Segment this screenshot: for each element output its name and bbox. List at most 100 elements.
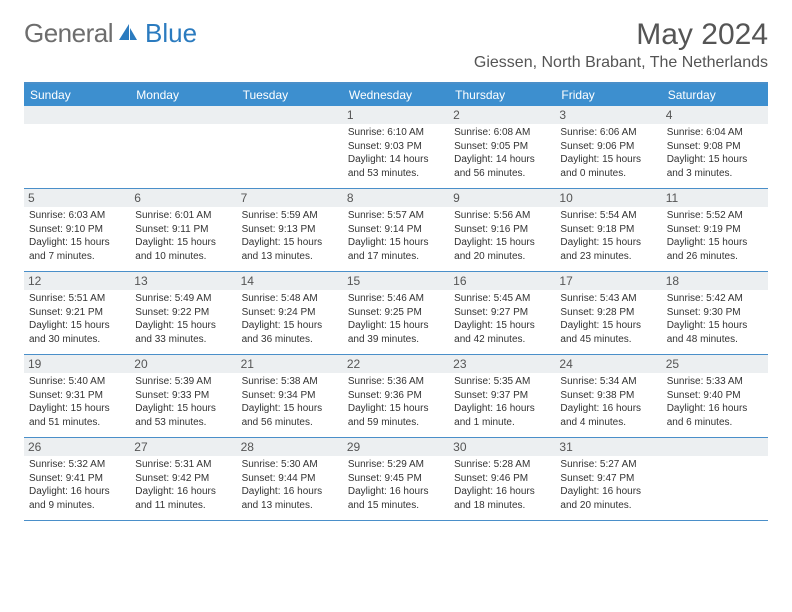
day-info: Sunrise: 6:03 AMSunset: 9:10 PMDaylight:… xyxy=(29,209,125,263)
day-number: 15 xyxy=(343,272,449,290)
weekday-label: Wednesday xyxy=(343,84,449,106)
daylight-text: Daylight: 15 hours and 3 minutes. xyxy=(667,153,763,180)
day-number: 6 xyxy=(130,189,236,207)
day-cell: 19Sunrise: 5:40 AMSunset: 9:31 PMDayligh… xyxy=(24,355,130,437)
day-number: 30 xyxy=(449,438,555,456)
week-row: 26Sunrise: 5:32 AMSunset: 9:41 PMDayligh… xyxy=(24,438,768,521)
day-number: 31 xyxy=(555,438,661,456)
day-info: Sunrise: 5:35 AMSunset: 9:37 PMDaylight:… xyxy=(454,375,550,429)
sunrise-text: Sunrise: 5:32 AM xyxy=(29,458,125,472)
daylight-text: Daylight: 15 hours and 56 minutes. xyxy=(242,402,338,429)
day-number: 26 xyxy=(24,438,130,456)
sunset-text: Sunset: 9:47 PM xyxy=(560,472,656,486)
day-info: Sunrise: 6:01 AMSunset: 9:11 PMDaylight:… xyxy=(135,209,231,263)
week-row: 19Sunrise: 5:40 AMSunset: 9:31 PMDayligh… xyxy=(24,355,768,438)
location-label: Giessen, North Brabant, The Netherlands xyxy=(474,54,768,72)
sunset-text: Sunset: 9:11 PM xyxy=(135,223,231,237)
day-info: Sunrise: 5:46 AMSunset: 9:25 PMDaylight:… xyxy=(348,292,444,346)
day-cell: 27 Sunrise: 5:31 AMSunset: 9:42 PMDayligh… xyxy=(130,438,236,520)
day-info: Sunrise: 5:39 AMSunset: 9:33 PMDaylight:… xyxy=(135,375,231,429)
daylight-text: Daylight: 16 hours and 6 minutes. xyxy=(667,402,763,429)
day-cell: 2 Sunrise: 6:08 AMSunset: 9:05 PMDaylight… xyxy=(449,106,555,188)
weekday-label: Friday xyxy=(555,84,661,106)
daylight-text: Daylight: 15 hours and 26 minutes. xyxy=(667,236,763,263)
sunset-text: Sunset: 9:28 PM xyxy=(560,306,656,320)
sunrise-text: Sunrise: 6:06 AM xyxy=(560,126,656,140)
day-info: Sunrise: 6:08 AMSunset: 9:05 PMDaylight:… xyxy=(454,126,550,180)
day-cell xyxy=(130,106,236,188)
day-cell: 3Sunrise: 6:06 AMSunset: 9:06 PMDaylight… xyxy=(555,106,661,188)
day-cell: 21Sunrise: 5:38 AMSunset: 9:34 PMDayligh… xyxy=(237,355,343,437)
day-cell: 1Sunrise: 6:10 AMSunset: 9:03 PMDaylight… xyxy=(343,106,449,188)
day-number: 23 xyxy=(449,355,555,373)
sunset-text: Sunset: 9:37 PM xyxy=(454,389,550,403)
day-info: Sunrise: 5:29 AMSunset: 9:45 PMDaylight:… xyxy=(348,458,444,512)
day-info: Sunrise: 6:10 AMSunset: 9:03 PMDaylight:… xyxy=(348,126,444,180)
day-number: 2 xyxy=(449,106,555,124)
daylight-text: Daylight: 16 hours and 20 minutes. xyxy=(560,485,656,512)
weekday-label: Thursday xyxy=(449,84,555,106)
day-number: 29 xyxy=(343,438,449,456)
sunset-text: Sunset: 9:46 PM xyxy=(454,472,550,486)
sunrise-text: Sunrise: 5:46 AM xyxy=(348,292,444,306)
day-info: Sunrise: 5:34 AMSunset: 9:38 PMDaylight:… xyxy=(560,375,656,429)
daylight-text: Daylight: 15 hours and 10 minutes. xyxy=(135,236,231,263)
daylight-text: Daylight: 15 hours and 0 minutes. xyxy=(560,153,656,180)
day-number: 28 xyxy=(237,438,343,456)
day-number: 11 xyxy=(662,189,768,207)
sunset-text: Sunset: 9:19 PM xyxy=(667,223,763,237)
day-info: Sunrise: 5:38 AMSunset: 9:34 PMDaylight:… xyxy=(242,375,338,429)
day-info: Sunrise: 5:30 AMSunset: 9:44 PMDaylight:… xyxy=(242,458,338,512)
daylight-text: Daylight: 16 hours and 11 minutes. xyxy=(135,485,231,512)
day-number: 8 xyxy=(343,189,449,207)
daylight-text: Daylight: 15 hours and 45 minutes. xyxy=(560,319,656,346)
weeks-container: 1Sunrise: 6:10 AMSunset: 9:03 PMDaylight… xyxy=(24,106,768,521)
day-number: 20 xyxy=(130,355,236,373)
weekday-label: Tuesday xyxy=(237,84,343,106)
day-info: Sunrise: 5:31 AMSunset: 9:42 PMDaylight:… xyxy=(135,458,231,512)
sunrise-text: Sunrise: 5:36 AM xyxy=(348,375,444,389)
day-cell: 31Sunrise: 5:27 AMSunset: 9:47 PMDayligh… xyxy=(555,438,661,520)
day-info: Sunrise: 5:57 AMSunset: 9:14 PMDaylight:… xyxy=(348,209,444,263)
day-number: 13 xyxy=(130,272,236,290)
day-info: Sunrise: 6:04 AMSunset: 9:08 PMDaylight:… xyxy=(667,126,763,180)
day-cell: 9Sunrise: 5:56 AMSunset: 9:16 PMDaylight… xyxy=(449,189,555,271)
day-cell: 30 Sunrise: 5:28 AMSunset: 9:46 PMDayligh… xyxy=(449,438,555,520)
day-info: Sunrise: 5:51 AMSunset: 9:21 PMDaylight:… xyxy=(29,292,125,346)
sunrise-text: Sunrise: 5:54 AM xyxy=(560,209,656,223)
day-number: 24 xyxy=(555,355,661,373)
day-number: 22 xyxy=(343,355,449,373)
day-info: Sunrise: 5:28 AMSunset: 9:46 PMDaylight:… xyxy=(454,458,550,512)
sunrise-text: Sunrise: 5:51 AM xyxy=(29,292,125,306)
sunset-text: Sunset: 9:30 PM xyxy=(667,306,763,320)
day-cell: 5Sunrise: 6:03 AMSunset: 9:10 PMDaylight… xyxy=(24,189,130,271)
sunrise-text: Sunrise: 5:43 AM xyxy=(560,292,656,306)
day-info: Sunrise: 5:54 AMSunset: 9:18 PMDaylight:… xyxy=(560,209,656,263)
day-cell: 28 Sunrise: 5:30 AMSunset: 9:44 PMDayligh… xyxy=(237,438,343,520)
sunset-text: Sunset: 9:45 PM xyxy=(348,472,444,486)
day-number: 17 xyxy=(555,272,661,290)
day-info: Sunrise: 5:48 AMSunset: 9:24 PMDaylight:… xyxy=(242,292,338,346)
day-cell: 4Sunrise: 6:04 AMSunset: 9:08 PMDaylight… xyxy=(662,106,768,188)
day-cell: 8 Sunrise: 5:57 AMSunset: 9:14 PMDaylight… xyxy=(343,189,449,271)
daylight-text: Daylight: 14 hours and 56 minutes. xyxy=(454,153,550,180)
day-info: Sunrise: 5:40 AMSunset: 9:31 PMDaylight:… xyxy=(29,375,125,429)
sunrise-text: Sunrise: 5:42 AM xyxy=(667,292,763,306)
day-number: 14 xyxy=(237,272,343,290)
sunset-text: Sunset: 9:16 PM xyxy=(454,223,550,237)
day-cell: 7Sunrise: 5:59 AMSunset: 9:13 PMDaylight… xyxy=(237,189,343,271)
sunrise-text: Sunrise: 5:56 AM xyxy=(454,209,550,223)
day-cell: 17 Sunrise: 5:43 AMSunset: 9:28 PMDayligh… xyxy=(555,272,661,354)
calendar: SundayMondayTuesdayWednesdayThursdayFrid… xyxy=(24,82,768,521)
daylight-text: Daylight: 15 hours and 59 minutes. xyxy=(348,402,444,429)
weekday-label: Saturday xyxy=(662,84,768,106)
sunset-text: Sunset: 9:42 PM xyxy=(135,472,231,486)
day-number: 27 xyxy=(130,438,236,456)
day-number: 10 xyxy=(555,189,661,207)
day-cell xyxy=(662,438,768,520)
sunrise-text: Sunrise: 5:40 AM xyxy=(29,375,125,389)
daylight-text: Daylight: 15 hours and 23 minutes. xyxy=(560,236,656,263)
sunrise-text: Sunrise: 5:45 AM xyxy=(454,292,550,306)
weekday-label: Sunday xyxy=(24,84,130,106)
sunrise-text: Sunrise: 5:48 AM xyxy=(242,292,338,306)
